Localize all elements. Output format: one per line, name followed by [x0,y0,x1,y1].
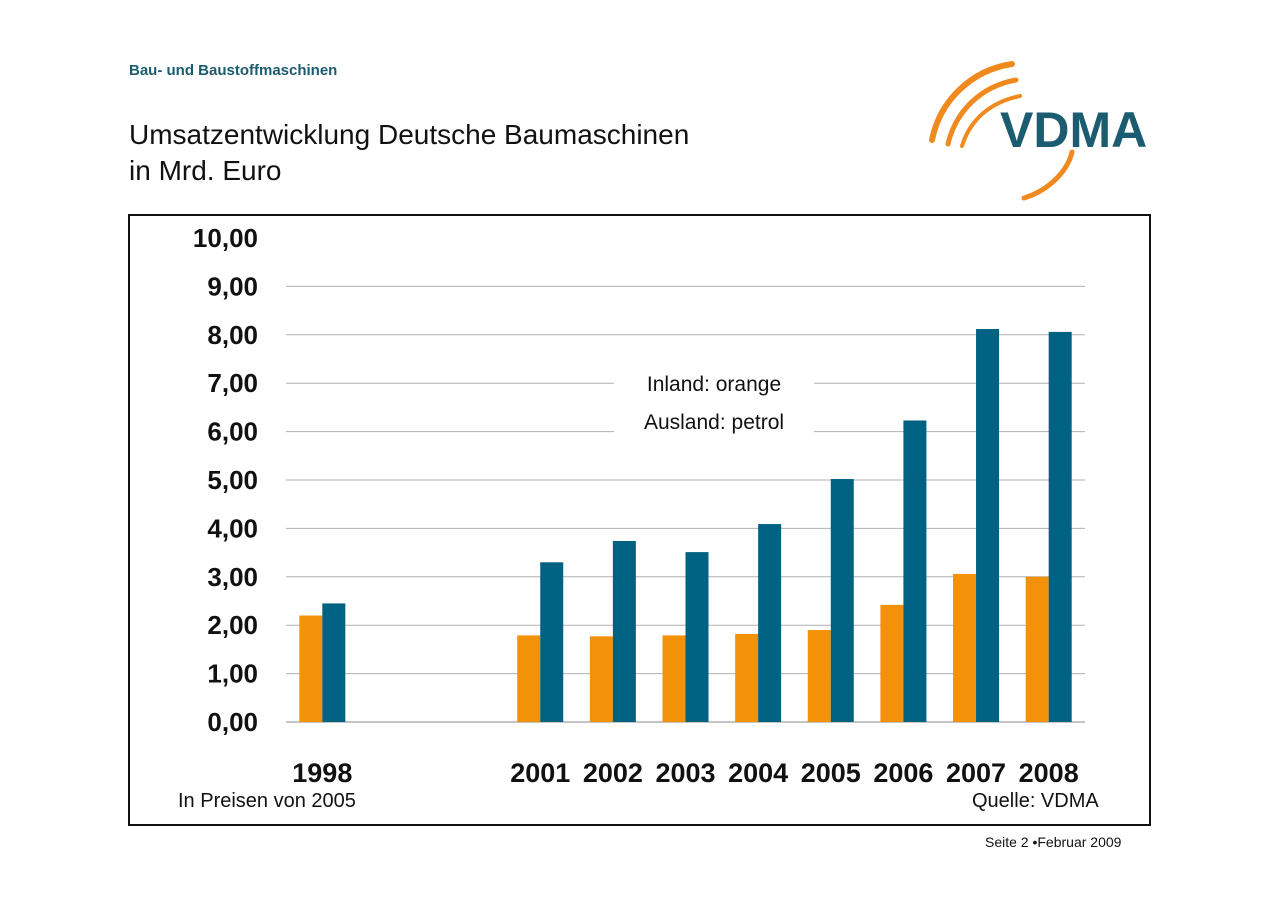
supertitle: Bau- und Baustoffmaschinen [129,62,338,79]
bar-ausland [540,562,564,722]
y-tick-label: 4,00 [207,513,258,543]
bar-ausland [758,524,782,722]
y-tick-label: 6,00 [207,417,258,447]
bar-inland [735,633,759,722]
page-info: Seite 2 •Februar 2009 [985,834,1122,850]
y-tick-label: 9,00 [207,271,258,301]
logo-arc-2 [945,77,1019,147]
x-tick-label: 2007 [946,758,1006,788]
legend-ausland: Ausland: petrol [643,411,785,434]
logo-arc-3 [960,94,1022,148]
bar-ausland [322,603,346,722]
bar-ausland [830,479,854,722]
bar-ausland [976,328,1000,722]
bar-ausland [903,420,927,722]
chart-frame: 0,00 1,00 2,00 3,00 4,00 5,00 6,00 7,00 8,00 9,00… [128,214,1151,826]
y-tick-label: 10,00 [193,223,258,253]
y-tick-label: 3,00 [207,562,258,592]
bar-ausland [612,540,636,722]
bar-chart: 0,00 1,00 2,00 3,00 4,00 5,00 6,00 7,00 8,00 9,00… [193,223,1085,788]
y-tick-label: 7,00 [207,368,258,398]
bar-ausland [1048,331,1072,722]
y-tick-label: 5,00 [207,465,258,495]
source-note: Quelle: VDMA [972,790,1099,812]
legend: Inland: orange Ausland: petrol [614,366,814,436]
title-line-2: in Mrd. Euro [129,155,282,186]
bar-inland [880,604,904,722]
page-title: Umsatzentwicklung Deutsche Baumaschinen … [129,117,689,189]
x-tick-label: 1998 [292,758,352,788]
bar-inland [299,615,323,722]
x-tick-label: 2001 [510,758,570,788]
x-tick-label: 2008 [1019,758,1079,788]
bar-ausland [685,552,709,722]
y-tick-label: 2,00 [207,610,258,640]
x-tick-label: 2006 [873,758,933,788]
x-tick-label: 2002 [583,758,643,788]
logo-text: VDMA [1000,102,1147,158]
bar-inland [1025,576,1049,722]
bar-inland [589,636,613,722]
bar-inland [517,635,541,722]
bar-inland [953,573,977,722]
x-tick-label: 2003 [655,758,715,788]
x-tick-label: 2005 [801,758,861,788]
x-tick-label: 2004 [728,758,788,788]
logo-arc-4 [1021,149,1075,201]
bar-inland [807,630,831,722]
price-base-note: In Preisen von 2005 [178,790,356,812]
title-line-1: Umsatzentwicklung Deutsche Baumaschinen [129,119,690,150]
bar-inland [662,635,686,722]
y-tick-label: 0,00 [207,707,258,737]
legend-inland: Inland: orange [646,373,782,396]
y-tick-label: 8,00 [207,320,258,350]
logo-arc-1 [929,61,1015,143]
vdma-logo: VDMA [929,61,1147,201]
y-tick-label: 1,00 [207,659,258,689]
